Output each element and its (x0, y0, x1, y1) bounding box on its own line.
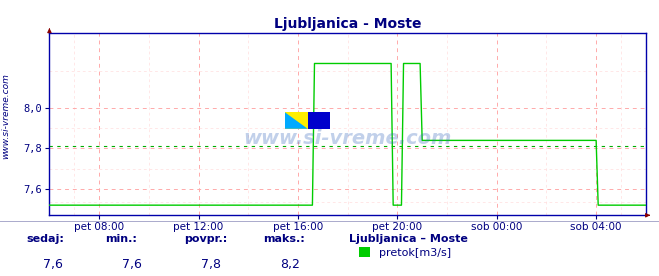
Text: min.:: min.: (105, 234, 137, 244)
Text: 7,6: 7,6 (43, 258, 63, 272)
Legend: pretok[m3/s]: pretok[m3/s] (355, 243, 456, 262)
Text: 8,2: 8,2 (280, 258, 300, 272)
Text: 7,8: 7,8 (201, 258, 221, 272)
Text: 7,6: 7,6 (122, 258, 142, 272)
Text: maks.:: maks.: (264, 234, 305, 244)
Text: www.si-vreme.com: www.si-vreme.com (1, 73, 10, 159)
Bar (285, 112, 308, 129)
Text: sedaj:: sedaj: (26, 234, 64, 244)
Text: www.si-vreme.com: www.si-vreme.com (243, 129, 452, 148)
Polygon shape (285, 112, 308, 129)
Text: povpr.:: povpr.: (185, 234, 228, 244)
Bar (308, 112, 330, 129)
Text: Ljubljanica – Moste: Ljubljanica – Moste (349, 234, 468, 244)
Title: Ljubljanica - Moste: Ljubljanica - Moste (274, 17, 421, 31)
